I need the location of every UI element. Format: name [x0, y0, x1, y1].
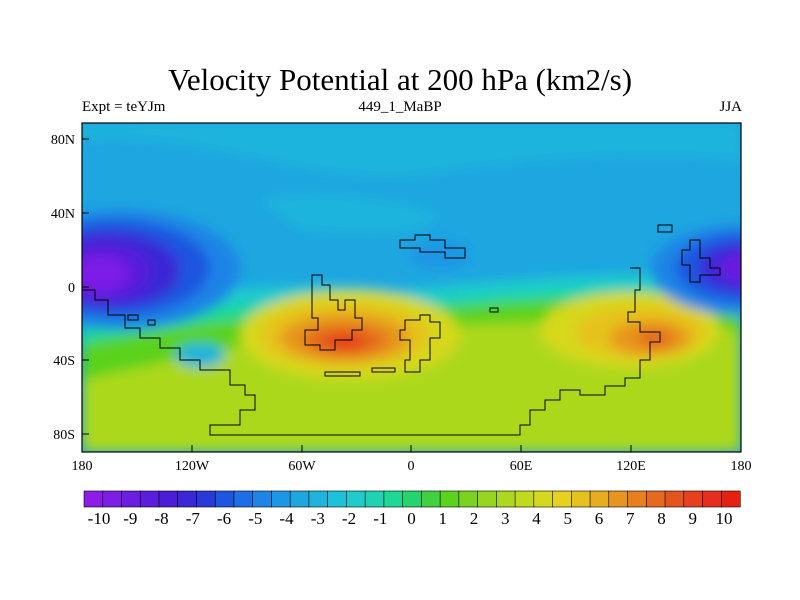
colorbar-swatch	[196, 490, 216, 508]
colorbar-label: 5	[564, 509, 573, 528]
colorbar-swatch	[458, 490, 479, 508]
colorbar-label: 7	[626, 509, 635, 528]
colorbar-swatch	[533, 490, 554, 508]
y-tick-label: 0	[68, 281, 75, 296]
colorbar-swatch	[664, 490, 685, 508]
colorbar-label: -10	[88, 509, 111, 528]
y-tick-label: 40N	[51, 207, 75, 222]
x-tick-label: 180	[72, 459, 93, 474]
x-tick-label: 120E	[616, 459, 646, 474]
colorbar-swatch	[720, 490, 741, 508]
colorbar-swatch	[608, 490, 629, 508]
colorbar-swatch	[477, 490, 497, 508]
x-tick-label: 60E	[510, 459, 533, 474]
colorbar-label: -4	[279, 509, 294, 528]
y-tick-label: 80S	[53, 428, 75, 443]
x-tick-label: 180	[731, 459, 752, 474]
colorbar-label: -1	[373, 509, 387, 528]
x-tick-label: 120W	[175, 459, 210, 474]
season-label: JJA	[719, 99, 742, 115]
colorbar-swatch	[139, 490, 160, 508]
colorbar-swatch	[496, 490, 516, 508]
x-tick-label: 0	[408, 459, 415, 474]
colorbar-label: -6	[217, 509, 231, 528]
x-tick-label: 60W	[288, 459, 316, 474]
colorbar-label: -5	[248, 509, 262, 528]
contour-field	[82, 123, 741, 452]
colorbar-swatch	[252, 490, 273, 508]
colorbar-label: -8	[154, 509, 168, 528]
colorbar-swatch	[346, 490, 366, 508]
colorbar-swatch	[308, 490, 329, 508]
x-axis-labels: 180 120W 60W 0 60E 120E 180	[72, 459, 752, 474]
colorbar-swatch	[289, 490, 310, 508]
colorbar-swatch	[233, 490, 254, 508]
colorbar-label: 9	[689, 509, 698, 528]
colorbar-swatch	[702, 490, 722, 508]
colorbar-labels: -10 -9 -8 -7 -6 -5 -4 -3 -2 -1 0 1 2 3 4 5 6 7 8 9 10	[88, 509, 733, 528]
y-axis-labels: 80N 40N 0 40S 80S	[51, 133, 75, 443]
colorbar-swatch	[439, 490, 460, 508]
plot-title: Velocity Potential at 200 hPa (km2/s)	[167, 62, 633, 97]
colorbar-label: 4	[532, 509, 541, 528]
colorbar-label: 0	[407, 509, 416, 528]
colorbar-swatch	[177, 490, 198, 508]
colorbar-swatch	[214, 490, 235, 508]
colorbar-label: 1	[439, 509, 448, 528]
colorbar-swatch	[421, 490, 441, 508]
colorbar-label: 2	[470, 509, 479, 528]
colorbar-swatch	[121, 490, 141, 508]
y-tick-label: 40S	[53, 354, 75, 369]
colorbar-swatch	[683, 490, 704, 508]
colorbar-swatch	[514, 490, 535, 508]
colorbar-swatch	[271, 490, 291, 508]
colorbar-swatch	[327, 490, 348, 508]
colorbar-label: 8	[657, 509, 666, 528]
colorbar-swatch	[158, 490, 179, 508]
colorbar-swatch	[571, 490, 591, 508]
colorbar-swatch	[83, 490, 104, 508]
colorbar-swatch	[383, 490, 404, 508]
case-label: 449_1_MaBP	[358, 99, 442, 115]
colorbar-label: 3	[501, 509, 510, 528]
y-tick-label: 80N	[51, 133, 75, 148]
colorbar-swatch	[364, 490, 385, 508]
colorbar-label: 6	[595, 509, 604, 528]
colorbar	[83, 490, 741, 508]
colorbar-swatch	[627, 490, 647, 508]
colorbar-label: 10	[716, 509, 733, 528]
colorbar-swatch	[102, 490, 123, 508]
colorbar-label: -9	[123, 509, 137, 528]
axis-ticks	[81, 138, 742, 452]
colorbar-swatch	[645, 490, 666, 508]
colorbar-swatch	[589, 490, 610, 508]
colorbar-swatch	[402, 490, 422, 508]
coastlines	[82, 224, 721, 436]
colorbar-label: -3	[311, 509, 325, 528]
colorbar-label: -7	[186, 509, 201, 528]
colorbar-label: -2	[342, 509, 356, 528]
colorbar-swatch	[552, 490, 572, 508]
experiment-label: Expt = teYJm	[82, 99, 166, 115]
